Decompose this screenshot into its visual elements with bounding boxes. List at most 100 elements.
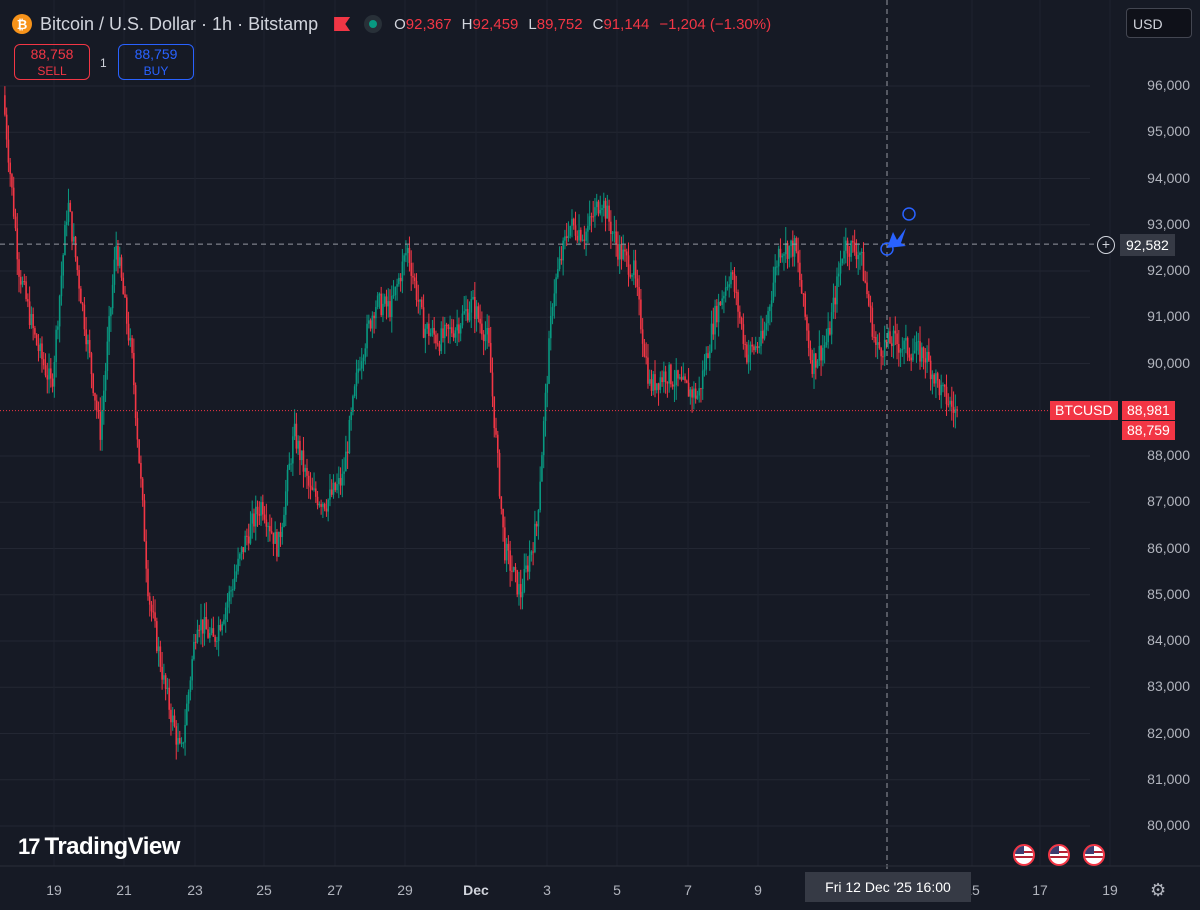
time-tick: 25	[256, 882, 272, 898]
candle-body	[376, 295, 379, 307]
candle-body	[809, 348, 812, 360]
candle-body	[394, 286, 397, 296]
candle-body	[903, 340, 905, 350]
sell-button[interactable]: 88,758 SELL	[14, 44, 90, 80]
candle-body	[203, 616, 206, 634]
candle-body	[210, 628, 213, 633]
candle-body	[694, 388, 697, 399]
us-event-flag-icon[interactable]	[1048, 844, 1070, 866]
candle-body	[251, 513, 254, 524]
candle-body	[761, 330, 764, 339]
candle-body	[122, 277, 125, 295]
candle-body	[882, 356, 884, 358]
candle-body	[288, 463, 291, 470]
candle-body	[746, 344, 748, 363]
candle-body	[652, 374, 655, 391]
candle-body	[320, 504, 322, 507]
last-price-badge: 88,981	[1122, 401, 1175, 420]
candle-body	[293, 423, 296, 437]
candle-body	[32, 314, 34, 329]
candle-body	[899, 349, 902, 353]
candle-body	[608, 205, 610, 222]
candle-body	[34, 328, 36, 335]
candle-body	[292, 436, 294, 464]
settings-gear-icon[interactable]: ⚙	[1150, 880, 1167, 900]
arrow-handle-start[interactable]	[880, 242, 894, 256]
candle-body	[585, 231, 587, 241]
candle-body	[118, 257, 121, 266]
candle-body	[562, 240, 564, 261]
candle-body	[279, 531, 282, 538]
candle-body	[527, 565, 529, 572]
candle-body	[212, 628, 215, 637]
us-event-flag-icon[interactable]	[1083, 844, 1105, 866]
add-alert-plus-icon[interactable]: +	[1097, 236, 1115, 254]
candle-body	[368, 320, 370, 324]
candle-body	[456, 324, 458, 331]
candle-body	[564, 236, 566, 241]
buy-button[interactable]: 88,759 BUY	[118, 44, 194, 80]
candle-body	[249, 523, 252, 544]
candle-body	[643, 343, 646, 357]
candle-body	[512, 567, 515, 572]
candle-body	[634, 260, 637, 279]
candle-body	[633, 260, 635, 276]
candle-body	[928, 351, 930, 361]
candle-body	[795, 238, 798, 252]
candle-body	[353, 386, 356, 397]
candle-body	[171, 715, 174, 723]
candle-body	[88, 339, 91, 354]
candle-body	[518, 584, 520, 595]
candle-body	[922, 347, 925, 359]
candle-body	[521, 591, 524, 598]
candle-body	[161, 666, 163, 680]
arrow-annotation[interactable]	[887, 228, 906, 248]
candle-body	[426, 323, 428, 329]
candle-body	[125, 297, 128, 324]
candle-body	[756, 346, 759, 349]
candle-body	[262, 501, 264, 515]
candle-body	[675, 370, 678, 386]
candle-body	[719, 302, 722, 306]
candle-body	[714, 305, 716, 335]
candle-body	[942, 384, 944, 386]
candle-body	[860, 251, 863, 253]
us-event-flag-icon[interactable]	[1013, 844, 1035, 866]
candle-body	[571, 218, 573, 226]
candle-body	[663, 371, 665, 383]
candle-body	[606, 205, 609, 219]
candle-body	[813, 353, 815, 374]
candle-body	[373, 315, 375, 319]
flag-icon[interactable]	[334, 17, 350, 31]
candle-body	[889, 331, 891, 344]
candle-body	[583, 239, 586, 241]
symbol-title[interactable]: Bitcoin / U.S. Dollar · 1h · Bitstamp	[40, 13, 319, 34]
price-tick: 84,000	[1147, 632, 1190, 648]
candle-body	[772, 282, 775, 301]
candle-body	[157, 646, 160, 652]
candle-body	[413, 277, 416, 282]
candle-body	[164, 675, 167, 689]
candle-body	[110, 308, 112, 317]
candle-body	[454, 330, 457, 338]
candle-body	[601, 208, 603, 210]
candle-body	[574, 225, 577, 236]
candle-body	[491, 372, 494, 397]
candle-body	[814, 353, 817, 368]
candle-body	[332, 482, 335, 495]
price-change: −1,204 (−1.30%)	[659, 15, 772, 33]
candle-body	[300, 450, 303, 461]
candle-body	[103, 390, 105, 411]
currency-selector[interactable]: USD	[1126, 8, 1192, 38]
price-tick: 93,000	[1147, 215, 1190, 232]
candle-body	[429, 332, 432, 336]
candle-body	[345, 451, 347, 472]
candle-body	[385, 296, 388, 307]
candle-body	[553, 293, 556, 308]
time-tick: 27	[327, 882, 343, 898]
candle-body	[915, 342, 918, 351]
market-status-icon[interactable]	[364, 15, 383, 33]
arrow-handle-end[interactable]	[902, 207, 916, 221]
candle-body	[334, 482, 337, 491]
